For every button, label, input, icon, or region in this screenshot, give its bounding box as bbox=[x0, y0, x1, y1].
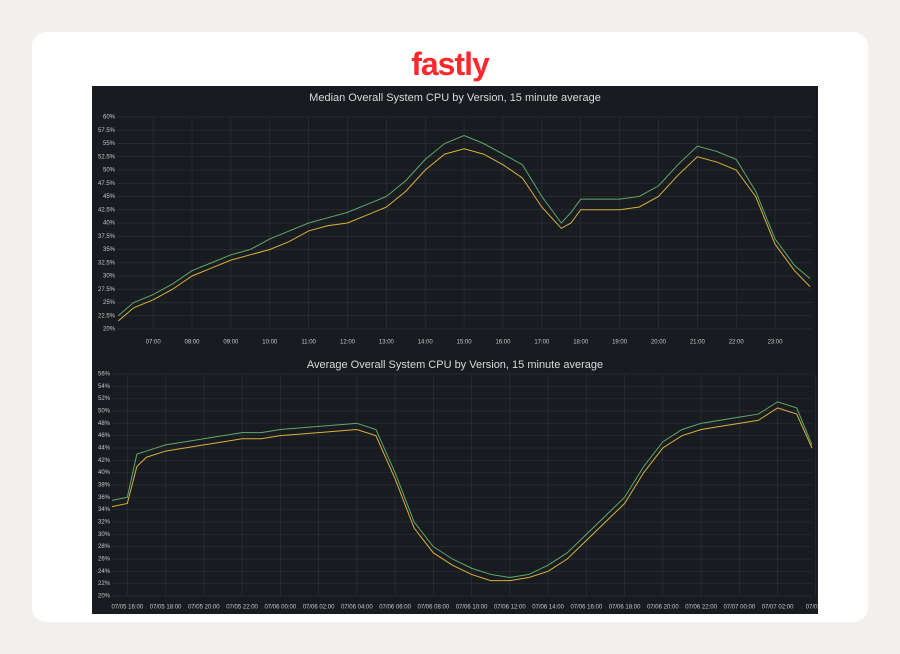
x-tick-label: 07/06 02:00 bbox=[303, 605, 335, 611]
x-tick-label: 18:00 bbox=[573, 340, 589, 346]
y-tick-label: 32% bbox=[98, 520, 111, 526]
dashboard-panel: Median Overall System CPU by Version, 15… bbox=[92, 86, 818, 614]
y-tick-label: 22.5% bbox=[98, 313, 116, 319]
series-line bbox=[111, 407, 813, 582]
x-tick-label: 14:00 bbox=[418, 340, 434, 346]
y-tick-label: 38% bbox=[98, 483, 111, 489]
x-tick-label: 07/06 16:00 bbox=[570, 605, 602, 611]
x-tick-label: 07/06 20:00 bbox=[647, 605, 679, 611]
x-tick-label: 07/06 10:00 bbox=[456, 605, 488, 611]
y-tick-label: 56% bbox=[98, 372, 111, 378]
y-tick-label: 52.5% bbox=[98, 154, 116, 160]
y-tick-label: 50% bbox=[103, 168, 116, 174]
y-tick-label: 35% bbox=[103, 247, 116, 253]
y-tick-label: 24% bbox=[98, 569, 111, 575]
x-tick-label: 07/06 00:00 bbox=[264, 605, 296, 611]
x-tick-label: 07/06 04:00 bbox=[341, 605, 373, 611]
y-tick-label: 30% bbox=[98, 532, 111, 538]
x-tick-label: 17:00 bbox=[534, 340, 550, 346]
x-tick-label: 07/06 12:00 bbox=[494, 605, 526, 611]
y-tick-label: 60% bbox=[103, 115, 116, 121]
y-tick-label: 42% bbox=[98, 458, 111, 464]
y-tick-label: 20% bbox=[103, 327, 116, 333]
y-tick-label: 46% bbox=[98, 433, 111, 439]
x-tick-label: 13:00 bbox=[379, 340, 395, 346]
x-tick-label: 07/07 00:00 bbox=[723, 605, 755, 611]
y-tick-label: 34% bbox=[98, 507, 111, 513]
x-tick-label: 07/06 18:00 bbox=[609, 605, 641, 611]
x-tick-label: 09:00 bbox=[223, 340, 239, 346]
y-tick-label: 22% bbox=[98, 581, 111, 587]
x-tick-label: 22:00 bbox=[729, 340, 745, 346]
y-tick-label: 26% bbox=[98, 557, 111, 563]
x-tick-label: 16:00 bbox=[495, 340, 511, 346]
x-tick-label: 07/06 08:00 bbox=[417, 605, 449, 611]
y-tick-label: 40% bbox=[98, 470, 111, 476]
x-tick-label: 07/07 02:00 bbox=[762, 605, 794, 611]
y-tick-label: 47.5% bbox=[98, 181, 116, 187]
series-line bbox=[117, 135, 811, 317]
x-tick-label: 07/05 20:00 bbox=[188, 605, 220, 611]
y-tick-label: 48% bbox=[98, 421, 111, 427]
y-tick-label: 44% bbox=[98, 446, 111, 452]
x-tick-label: 07/06 14:00 bbox=[532, 605, 564, 611]
y-tick-label: 36% bbox=[98, 495, 111, 501]
y-tick-label: 28% bbox=[98, 544, 111, 550]
chart-title: Average Overall System CPU by Version, 1… bbox=[307, 359, 603, 371]
y-tick-label: 45% bbox=[103, 194, 116, 200]
x-tick-label: 23:00 bbox=[768, 340, 784, 346]
x-tick-label: 07:00 bbox=[146, 340, 162, 346]
y-tick-label: 50% bbox=[98, 409, 111, 415]
x-tick-label: 07/06 06:00 bbox=[379, 605, 411, 611]
x-tick-label: 11:00 bbox=[301, 340, 316, 346]
series-line bbox=[117, 148, 811, 322]
x-tick-label: 10:00 bbox=[262, 340, 278, 346]
chart-title: Median Overall System CPU by Version, 15… bbox=[309, 92, 601, 104]
y-tick-label: 42.5% bbox=[98, 207, 116, 213]
logo: fastly bbox=[411, 46, 490, 82]
y-tick-label: 32.5% bbox=[98, 260, 116, 266]
x-tick-label: 21:00 bbox=[690, 340, 706, 346]
x-tick-label: 19:00 bbox=[612, 340, 628, 346]
x-tick-label: 07/05 18:00 bbox=[150, 605, 182, 611]
x-tick-label: 07/05 16:00 bbox=[111, 605, 143, 611]
y-tick-label: 55% bbox=[103, 141, 116, 147]
y-tick-label: 25% bbox=[103, 300, 116, 306]
x-tick-label: 07/06 22:00 bbox=[685, 605, 717, 611]
y-tick-label: 30% bbox=[103, 274, 116, 280]
x-tick-label: 08:00 bbox=[185, 340, 201, 346]
y-tick-label: 20% bbox=[98, 594, 111, 600]
y-tick-label: 57.5% bbox=[98, 128, 116, 134]
y-tick-label: 37.5% bbox=[98, 234, 116, 240]
y-tick-label: 40% bbox=[103, 221, 116, 227]
y-tick-label: 52% bbox=[98, 396, 111, 402]
y-tick-label: 27.5% bbox=[98, 287, 116, 293]
x-tick-label: 20:00 bbox=[651, 340, 667, 346]
series-line bbox=[111, 401, 813, 579]
x-tick-label: 12:00 bbox=[340, 340, 356, 346]
y-tick-label: 54% bbox=[98, 384, 111, 390]
x-tick-label: 07/07 0 bbox=[806, 605, 818, 611]
x-tick-label: 07/05 22:00 bbox=[226, 605, 258, 611]
x-tick-label: 15:00 bbox=[457, 340, 473, 346]
